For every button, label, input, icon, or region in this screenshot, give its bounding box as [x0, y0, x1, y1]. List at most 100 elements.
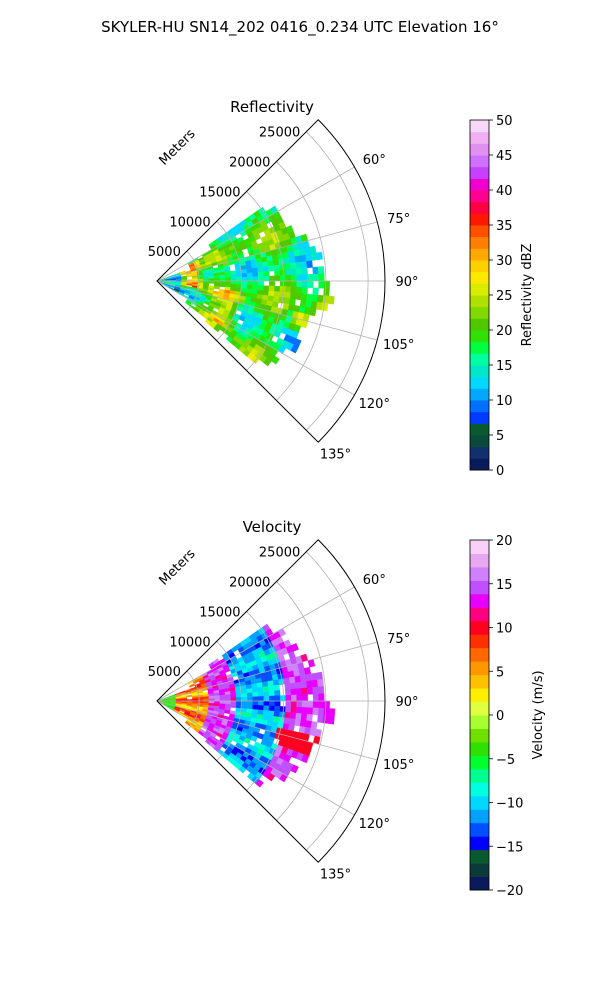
echo-cell: [247, 696, 254, 702]
echo-cell: [252, 280, 259, 286]
echo-cell: [274, 270, 281, 277]
echo-cell: [312, 693, 319, 702]
colorbar-tick-label: 25: [496, 289, 513, 304]
echo-cell: [285, 286, 292, 293]
radial-tick-label: 10000: [169, 635, 210, 650]
echo-cell: [219, 700, 226, 705]
echo-cell: [230, 693, 237, 698]
polar-grid: [156, 539, 386, 863]
colorbar-segment: [470, 768, 489, 783]
colorbar-segment: [470, 318, 489, 331]
colorbar-segment: [470, 248, 489, 261]
echo-cell: [262, 710, 270, 716]
echo-cell: [279, 275, 286, 282]
echo-cell: [301, 694, 308, 702]
echo-cell: [284, 292, 291, 299]
echo-cell: [312, 686, 319, 695]
echo-cell: [285, 274, 292, 282]
echo-cell: [312, 700, 319, 709]
panel-title: Reflectivity: [230, 98, 314, 116]
echo-cell: [251, 267, 259, 273]
echo-cell: [240, 688, 248, 694]
radial-tick-label: 5000: [148, 245, 181, 260]
echo-cell: [309, 307, 317, 317]
echo-cell: [258, 696, 265, 702]
colorbar-segment: [470, 365, 489, 378]
echo-cell: [268, 705, 275, 712]
echo-cell: [230, 700, 237, 705]
echo-cell: [230, 697, 237, 702]
colorbar-segment: [470, 553, 489, 568]
colorbar-tick-label: 20: [496, 324, 513, 339]
echo-cell: [279, 263, 286, 271]
echo-cell: [296, 280, 303, 288]
echo-cell: [290, 706, 297, 714]
echo-cell: [272, 259, 280, 266]
echo-cell: [258, 280, 265, 286]
echo-cell: [241, 272, 248, 278]
echo-cell: [317, 294, 324, 304]
echo-cell: [322, 715, 330, 724]
echo-cell: [303, 666, 312, 676]
echo-cell: [241, 700, 248, 706]
colorbar-label: Velocity (m/s): [531, 670, 546, 759]
echo-cell: [283, 677, 291, 685]
colorbar-segment: [470, 755, 489, 770]
echo-cell: [301, 700, 308, 708]
echo-cell: [224, 274, 232, 279]
echo-cell: [290, 268, 297, 276]
colorbar-segment: [470, 201, 489, 214]
echo-cell: [224, 694, 232, 699]
colorbar-segment: [470, 620, 489, 635]
echo-cell: [214, 698, 221, 702]
echo-cell: [301, 287, 308, 295]
azimuth-spoke: [156, 280, 355, 396]
colorbar-segment: [470, 728, 489, 743]
azimuth-tick-label: 105°: [383, 338, 414, 353]
echo-cell: [230, 273, 237, 278]
colorbar-segment: [470, 190, 489, 203]
colorbar-tick-label: 0: [496, 709, 504, 724]
echo-cell: [295, 681, 302, 690]
echo-cell: [279, 291, 286, 299]
colorbar-segment: [470, 593, 489, 608]
echo-cell: [247, 280, 254, 286]
echo-cell: [285, 269, 292, 276]
echo-cell: [241, 696, 248, 702]
echo-cell: [246, 272, 253, 278]
echo-cell: [306, 687, 314, 695]
echo-cell: [316, 671, 323, 681]
echo-cell: [267, 260, 275, 267]
azimuth-spoke: [156, 280, 378, 341]
colorbar-tick-label: −20: [496, 884, 523, 899]
echo-cell: [255, 779, 264, 788]
echo-cell: [311, 294, 319, 303]
echo-cell: [285, 706, 292, 713]
colorbar-segment: [470, 435, 489, 448]
azimuth-spoke: [156, 586, 355, 702]
echo-cell: [312, 266, 319, 275]
azimuth-tick-label: 105°: [383, 758, 414, 773]
sector-frame: [156, 539, 386, 863]
echo-cell: [230, 280, 237, 285]
colorbar-segment: [470, 213, 489, 226]
echo-cell: [256, 262, 264, 268]
echo-cell: [214, 278, 221, 282]
colorbar-segment: [470, 782, 489, 797]
echo-cell: [323, 288, 330, 297]
colorbar-segment: [470, 647, 489, 662]
echo-cell: [301, 754, 310, 764]
echo-cell: [268, 710, 275, 717]
echo-cell: [295, 261, 302, 270]
echo-cell: [252, 284, 259, 291]
echo-cell: [317, 707, 325, 716]
colorbar-segment: [470, 411, 489, 424]
colorbar-segment: [470, 661, 489, 676]
echo-cell: [238, 765, 247, 774]
echo-cell: [289, 712, 297, 720]
echo-cell: [301, 280, 308, 288]
colorbar-tick-label: 15: [496, 359, 513, 374]
echo-cell: [225, 280, 232, 285]
echo-cell: [318, 693, 325, 702]
echo-cell: [301, 687, 308, 695]
